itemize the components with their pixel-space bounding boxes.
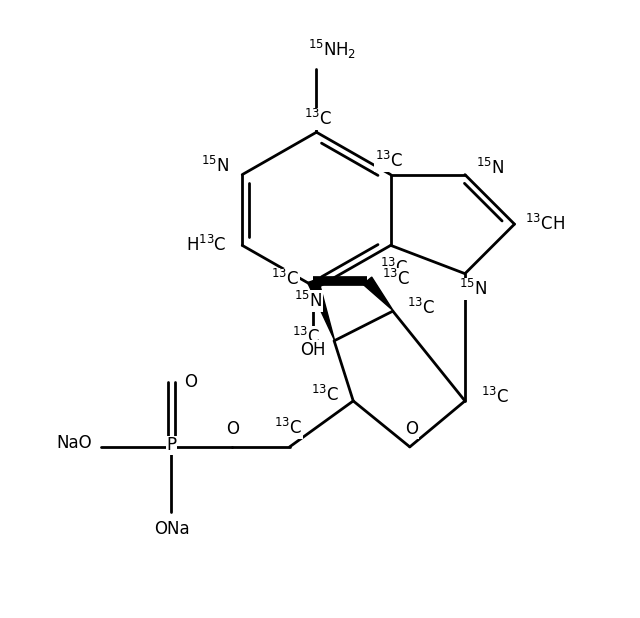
Text: $^{13}$C: $^{13}$C [271,269,299,289]
Text: $^{13}$C: $^{13}$C [380,258,408,278]
Polygon shape [363,277,393,311]
Text: $^{15}$N: $^{15}$N [294,291,322,311]
Text: $^{15}$N: $^{15}$N [201,156,230,176]
Text: O: O [404,420,418,438]
Text: O: O [184,373,197,391]
Text: $^{15}$N: $^{15}$N [476,158,504,177]
Text: H$^{13}$C: H$^{13}$C [186,235,227,255]
Text: NaO: NaO [57,434,92,452]
Text: OH: OH [300,341,326,359]
Text: $^{13}$C: $^{13}$C [311,385,339,405]
Text: $^{13}$C: $^{13}$C [381,269,410,289]
Text: $^{13}$C: $^{13}$C [274,418,302,438]
Text: $^{13}$C: $^{13}$C [292,328,320,347]
Text: $^{13}$C: $^{13}$C [304,109,332,129]
Text: $^{13}$CH: $^{13}$CH [525,214,565,234]
Text: ONa: ONa [154,520,189,538]
Text: $^{13}$C: $^{13}$C [407,297,435,318]
Text: P: P [166,436,177,454]
Text: $^{13}$C: $^{13}$C [481,387,509,407]
Text: $^{15}$NH$_2$: $^{15}$NH$_2$ [308,38,356,62]
Text: $^{15}$N: $^{15}$N [460,279,488,299]
Text: $^{13}$C: $^{13}$C [375,151,403,171]
Polygon shape [308,279,335,341]
Text: O: O [227,420,239,438]
